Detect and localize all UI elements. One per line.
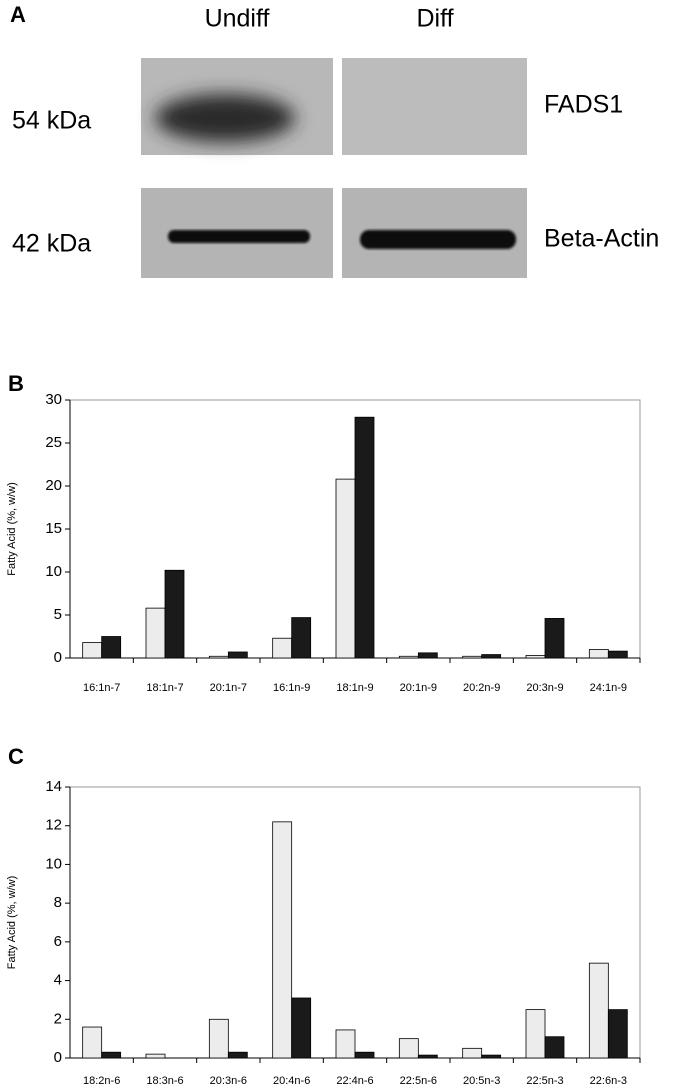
bar <box>398 1038 419 1059</box>
bar <box>417 652 438 659</box>
bar <box>481 1054 502 1059</box>
bar <box>272 637 293 659</box>
bar <box>227 651 248 659</box>
x-tick-label: 20:4n-6 <box>273 1075 310 1087</box>
bar <box>354 1051 375 1059</box>
bar <box>291 617 312 659</box>
x-tick-label: 20:3n-9 <box>526 682 563 694</box>
bar <box>101 1051 122 1059</box>
x-tick-label: 16:1n-7 <box>83 682 120 694</box>
bar <box>544 1036 565 1059</box>
band <box>360 230 516 249</box>
x-tick-label: 20:1n-9 <box>400 682 437 694</box>
bar <box>544 618 565 659</box>
bar <box>145 607 166 659</box>
marker-label: 54 kDa <box>12 107 91 135</box>
x-tick-label: 22:5n-6 <box>400 1075 437 1087</box>
blot <box>342 58 527 155</box>
y-axis-label: Fatty Acid (%, w/w) <box>6 876 18 970</box>
bar <box>208 655 229 659</box>
bar <box>82 642 103 659</box>
bar <box>145 1053 166 1059</box>
x-tick-label: 18:1n-9 <box>336 682 373 694</box>
y-tick-label: 12 <box>45 817 62 834</box>
x-tick-label: 18:1n-7 <box>146 682 183 694</box>
y-axis-label: Fatty Acid (%, w/w) <box>6 482 18 576</box>
bar <box>335 478 356 659</box>
y-tick-label: 2 <box>54 1010 62 1027</box>
x-tick-label: 18:3n-6 <box>146 1075 183 1087</box>
plot-frame <box>69 786 641 1059</box>
bar <box>417 1054 438 1059</box>
panel-label: B <box>8 371 24 396</box>
bar <box>164 569 185 659</box>
bar <box>227 1051 248 1059</box>
y-tick-label: 6 <box>54 933 62 950</box>
bar <box>398 655 419 659</box>
column-label: Diff <box>416 5 453 33</box>
y-tick-label: 10 <box>45 563 62 580</box>
bar <box>291 997 312 1059</box>
panel-label: C <box>8 744 24 769</box>
x-tick-label: 20:2n-9 <box>463 682 500 694</box>
y-tick-label: 10 <box>45 855 62 872</box>
y-tick-label: 8 <box>54 894 62 911</box>
protein-label: FADS1 <box>544 91 623 119</box>
bar <box>462 1047 483 1059</box>
marker-label: 42 kDa <box>12 230 91 258</box>
y-tick-label: 0 <box>54 1049 62 1066</box>
bar <box>82 1026 103 1059</box>
y-tick-label: 5 <box>54 606 62 623</box>
y-tick-label: 15 <box>45 520 62 537</box>
bar <box>354 416 375 659</box>
bar <box>101 636 122 659</box>
bar <box>607 1009 628 1059</box>
bar <box>525 655 546 659</box>
x-tick-label: 22:4n-6 <box>336 1075 373 1087</box>
column-label: Undiff <box>205 5 270 33</box>
bar <box>335 1029 356 1059</box>
bar <box>588 962 609 1059</box>
bar <box>481 654 502 659</box>
band <box>155 94 295 142</box>
bar <box>208 1018 229 1059</box>
band <box>168 230 310 243</box>
y-tick-label: 0 <box>54 649 62 666</box>
x-tick-label: 24:1n-9 <box>590 682 627 694</box>
y-tick-label: 20 <box>45 477 62 494</box>
bar <box>272 821 293 1059</box>
x-tick-label: 20:1n-7 <box>210 682 247 694</box>
bar <box>588 649 609 659</box>
bar <box>462 655 483 659</box>
protein-label: Beta-Actin <box>544 225 659 253</box>
y-tick-label: 4 <box>54 972 62 989</box>
x-tick-label: 20:3n-6 <box>210 1075 247 1087</box>
bar <box>607 650 628 659</box>
x-tick-label: 18:2n-6 <box>83 1075 120 1087</box>
x-tick-label: 16:1n-9 <box>273 682 310 694</box>
y-tick-label: 14 <box>45 778 62 795</box>
bar <box>525 1009 546 1059</box>
y-tick-label: 25 <box>45 434 62 451</box>
x-tick-label: 22:5n-3 <box>526 1075 563 1087</box>
panel-label: A <box>10 2 26 27</box>
x-tick-label: 22:6n-3 <box>590 1075 627 1087</box>
x-tick-label: 20:5n-3 <box>463 1075 500 1087</box>
y-tick-label: 30 <box>45 391 62 408</box>
